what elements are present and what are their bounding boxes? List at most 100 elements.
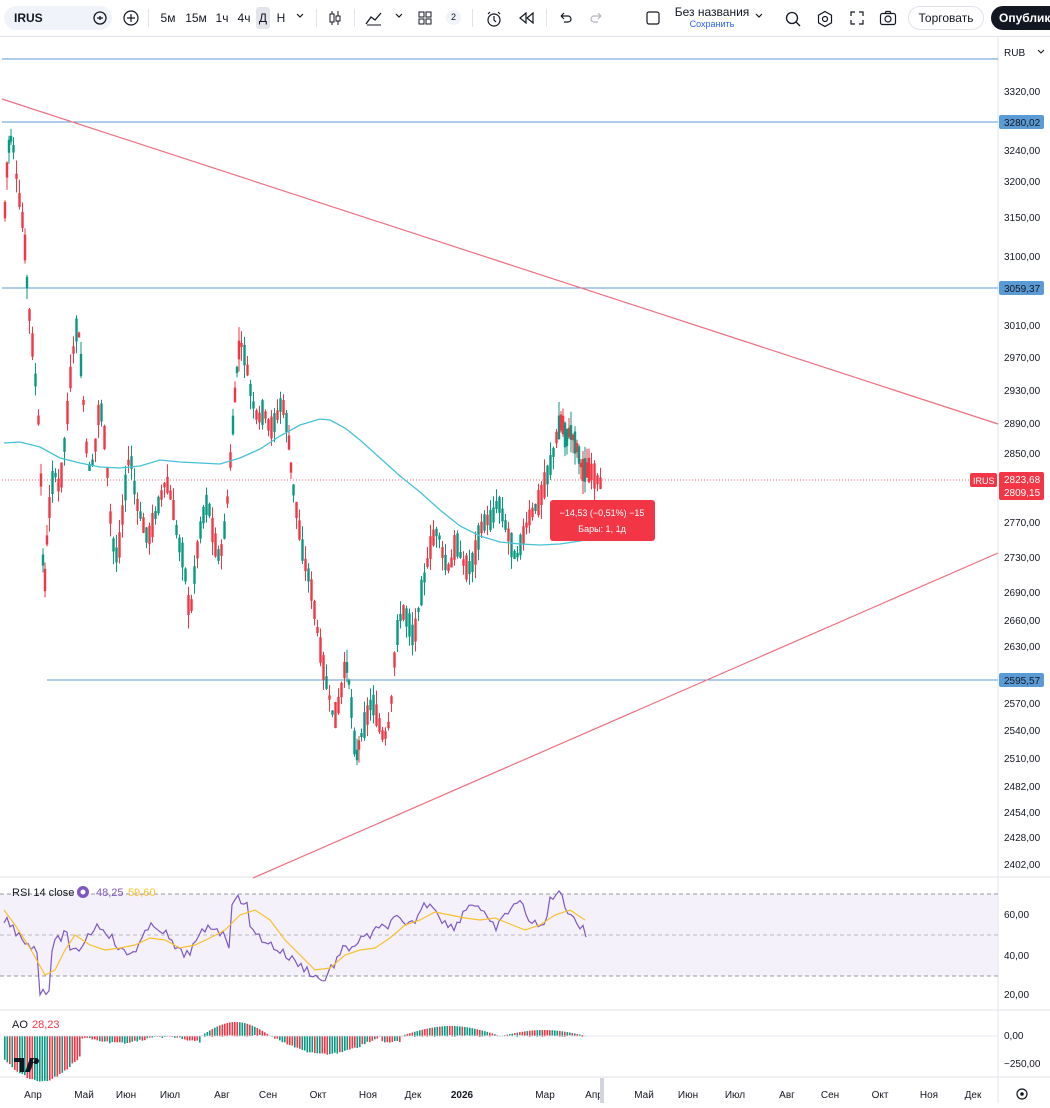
- time-tick-label[interactable]: 2026: [451, 1090, 474, 1101]
- candle-body: [369, 700, 371, 710]
- currency-label[interactable]: RUB: [1004, 48, 1025, 59]
- undo-icon[interactable]: [554, 7, 576, 29]
- search-icon[interactable]: [782, 7, 804, 29]
- plus-circle-icon[interactable]: [120, 7, 142, 29]
- price-tick-label[interactable]: 3200,00: [1004, 177, 1041, 188]
- candle-body: [148, 526, 150, 544]
- layout-save-link[interactable]: Сохранить: [672, 19, 752, 30]
- ao-bar: [477, 1029, 479, 1035]
- ao-bar: [227, 1023, 229, 1036]
- time-tick-label[interactable]: Авг: [779, 1090, 795, 1101]
- candle-body: [322, 655, 324, 680]
- timeframe-5m[interactable]: 5м: [156, 7, 180, 29]
- price-tick-label[interactable]: 2730,00: [1004, 553, 1041, 564]
- price-tick-label[interactable]: 2510,00: [1004, 754, 1041, 765]
- redo-icon[interactable]: [586, 7, 608, 29]
- time-tick-label[interactable]: Сен: [259, 1090, 277, 1101]
- ao-bar: [307, 1036, 309, 1052]
- ao-bar: [387, 1036, 389, 1042]
- price-tick-label[interactable]: 3150,00: [1004, 213, 1041, 224]
- camera-icon[interactable]: [876, 7, 900, 29]
- time-tick-label[interactable]: Июн: [678, 1090, 698, 1101]
- trade-button[interactable]: Торговать: [908, 6, 984, 30]
- price-tick-label[interactable]: 2454,00: [1004, 808, 1041, 819]
- publish-button[interactable]: Опублико: [991, 6, 1050, 30]
- fullscreen-icon[interactable]: [846, 7, 868, 29]
- time-tick-label[interactable]: Дек: [405, 1090, 422, 1101]
- ao-bar: [354, 1036, 356, 1048]
- time-tick-label[interactable]: Окт: [310, 1090, 327, 1101]
- price-tick-label[interactable]: 2482,00: [1004, 782, 1041, 793]
- replay-icon[interactable]: [514, 7, 538, 29]
- rsi-tick-label[interactable]: 40,00: [1004, 951, 1029, 962]
- price-tick-label[interactable]: 3100,00: [1004, 252, 1041, 263]
- time-tick-label[interactable]: Июл: [160, 1090, 180, 1101]
- timeframe-dropdown-chevron-icon[interactable]: [292, 7, 308, 29]
- time-tick-label[interactable]: Ноя: [359, 1090, 377, 1101]
- ao-bar: [239, 1022, 241, 1036]
- price-tick-label[interactable]: 3010,00: [1004, 321, 1041, 332]
- ao-bar: [79, 1036, 81, 1057]
- candle-body: [184, 568, 186, 581]
- symbol-search[interactable]: IRUS: [4, 6, 112, 30]
- chart-area[interactable]: 3320,00 3240,00 3200,00 3150,00 3100,00 3010,…: [0, 37, 1050, 1103]
- candle-body: [276, 410, 278, 420]
- layout-name[interactable]: Без названия Сохранить: [672, 6, 752, 30]
- price-tick-label[interactable]: 2630,00: [1004, 642, 1041, 653]
- rsi-tick-label[interactable]: 60,00: [1004, 910, 1029, 921]
- time-tick-label[interactable]: Дек: [965, 1090, 982, 1101]
- price-tick-label[interactable]: 2930,00: [1004, 386, 1041, 397]
- price-chart[interactable]: 3320,00 3240,00 3200,00 3150,00 3100,00 3010,…: [0, 37, 1050, 1103]
- time-tick-label[interactable]: Авг: [214, 1090, 230, 1101]
- ao-legend[interactable]: AO 28,23: [12, 1019, 60, 1031]
- indicators-chevron-icon[interactable]: [392, 7, 406, 29]
- time-tick-label[interactable]: Май: [634, 1090, 654, 1101]
- candle-body: [60, 462, 62, 487]
- time-tick-label[interactable]: Июл: [725, 1090, 745, 1101]
- layouts-icon[interactable]: [414, 7, 436, 29]
- compare-icon[interactable]: [92, 10, 108, 26]
- time-tick-label[interactable]: Июн: [116, 1090, 136, 1101]
- price-tick-label[interactable]: 3240,00: [1004, 146, 1041, 157]
- ao-bar: [432, 1028, 434, 1037]
- candle-body: [477, 525, 479, 549]
- timeframe-15m[interactable]: 15м: [182, 7, 210, 29]
- price-tick-label[interactable]: 2770,00: [1004, 518, 1041, 529]
- price-tick-label[interactable]: 2970,00: [1004, 353, 1041, 364]
- timeframe-day[interactable]: Д: [256, 7, 270, 29]
- settings-icon[interactable]: [814, 7, 836, 29]
- time-tick-label[interactable]: Сен: [821, 1090, 839, 1101]
- price-tick-label[interactable]: 2690,00: [1004, 588, 1041, 599]
- layout-chevron-icon[interactable]: [752, 7, 766, 29]
- timeframe-1h[interactable]: 1ч: [212, 7, 232, 29]
- time-tick-label[interactable]: Ноя: [920, 1090, 938, 1101]
- ao-tick-label[interactable]: −250,00: [1004, 1059, 1041, 1070]
- time-tick-label[interactable]: Апр: [24, 1090, 42, 1101]
- price-tick-label[interactable]: 2660,00: [1004, 616, 1041, 627]
- price-tick-label[interactable]: 2850,00: [1004, 449, 1041, 460]
- price-tick-label[interactable]: 3320,00: [1004, 87, 1041, 98]
- price-tick-label[interactable]: 2890,00: [1004, 419, 1041, 430]
- time-tick-label[interactable]: Мар: [535, 1090, 555, 1101]
- indicators-icon[interactable]: [362, 7, 386, 29]
- price-tick-label[interactable]: 2540,00: [1004, 726, 1041, 737]
- candle-body: [100, 403, 102, 421]
- timeframe-4h[interactable]: 4ч: [234, 7, 254, 29]
- rsi-tick-label[interactable]: 20,00: [1004, 990, 1029, 1001]
- candle-body: [187, 595, 189, 615]
- candles-icon[interactable]: [324, 7, 346, 29]
- price-tick-label[interactable]: 2402,00: [1004, 860, 1041, 871]
- ao-tick-label[interactable]: 0,00: [1004, 1031, 1024, 1042]
- layout-checkbox-icon[interactable]: [642, 7, 664, 29]
- candle-body: [75, 318, 77, 341]
- price-tick-label[interactable]: 2570,00: [1004, 699, 1041, 710]
- ao-bar: [534, 1030, 536, 1036]
- price-tick-label[interactable]: 2428,00: [1004, 833, 1041, 844]
- time-tick-label[interactable]: Окт: [872, 1090, 889, 1101]
- rsi-legend[interactable]: RSI 14 close 48,25 59,60: [12, 886, 156, 899]
- candle-body: [471, 553, 473, 572]
- timeframe-week[interactable]: Н: [274, 7, 288, 29]
- candle-body: [80, 354, 82, 376]
- alert-icon[interactable]: [482, 7, 506, 29]
- time-tick-label[interactable]: Май: [74, 1090, 94, 1101]
